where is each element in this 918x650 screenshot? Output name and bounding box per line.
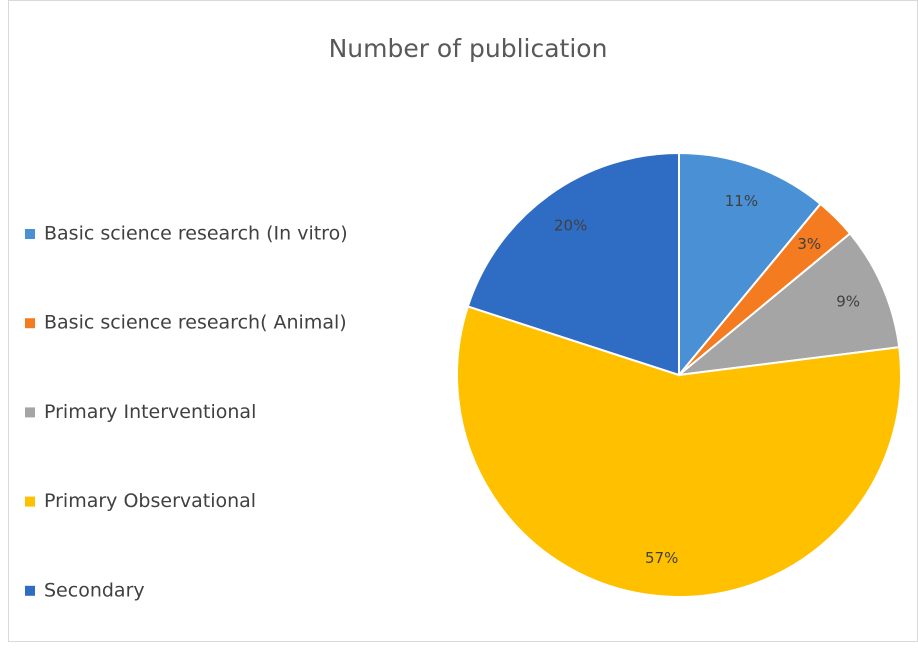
- pie-slice: [675, 232, 901, 377]
- legend-swatch: [25, 229, 35, 239]
- legend-label: Secondary: [44, 579, 145, 601]
- legend-swatch: [25, 496, 35, 507]
- data-label: 9%: [836, 292, 860, 310]
- legend-swatch: [25, 318, 35, 329]
- legend-swatch: [25, 407, 35, 418]
- pie-slice: [466, 151, 680, 377]
- data-label: 3%: [797, 235, 821, 253]
- pie-slice: [678, 151, 822, 378]
- legend-label: Basic science research (In vitro): [44, 223, 348, 245]
- legend-label: Primary Interventional: [44, 401, 256, 423]
- legend-label: Basic science research( Animal): [44, 312, 347, 334]
- legend-swatch: [25, 585, 35, 596]
- pie-slice: [456, 305, 902, 598]
- data-label: 11%: [725, 192, 758, 210]
- legend-label: Primary Observational: [44, 490, 256, 512]
- chart-title: Number of publication: [329, 34, 608, 63]
- data-label: 57%: [645, 549, 678, 567]
- data-label: 20%: [554, 216, 587, 234]
